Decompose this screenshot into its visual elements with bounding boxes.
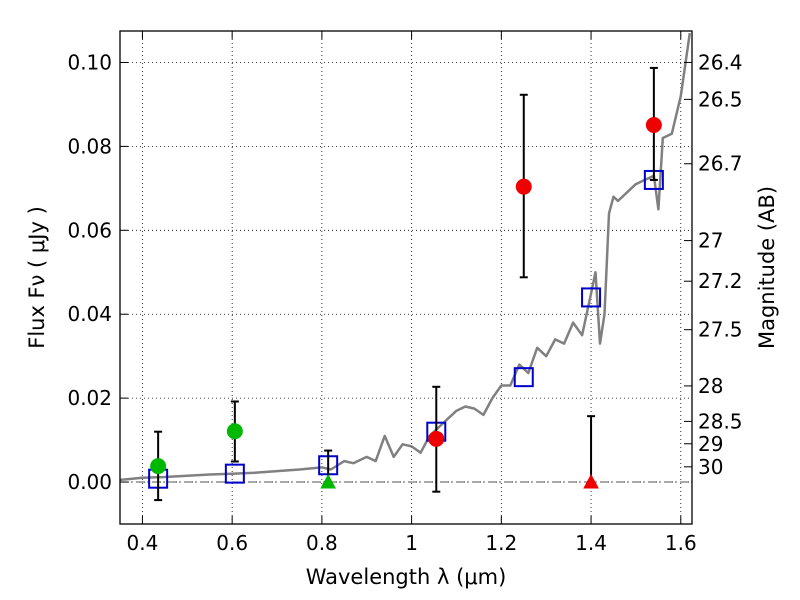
x-tick-label: 0.8: [306, 531, 338, 555]
plot-frame: [119, 30, 693, 525]
y-axis-label: Flux Fν ( μJy ): [25, 206, 49, 349]
upper-limit-marker: [583, 473, 599, 489]
x-tick-label: 1: [405, 531, 418, 555]
y-tick-label: 0.00: [67, 470, 112, 494]
y-tick-label: 0.04: [67, 302, 112, 326]
y-tick-label: 0.08: [67, 134, 112, 158]
x-tick-label: 1.2: [485, 531, 517, 555]
observed-flux-point: [226, 423, 243, 440]
x-tick-label: 0.4: [127, 531, 159, 555]
model-flux-square: [513, 367, 534, 388]
magnitude-tick-label: 27.5: [698, 318, 743, 342]
magnitude-tick-label: 30: [698, 455, 723, 479]
model-flux-square: [581, 287, 602, 308]
magnitude-tick-label: 27: [698, 229, 723, 253]
x-axis-label: Wavelength λ (μm): [306, 565, 507, 589]
x-tick-label: 0.6: [216, 531, 248, 555]
magnitude-tick-label: 28.5: [698, 409, 743, 433]
model-flux-square: [224, 463, 245, 484]
magnitude-tick-label: 27.2: [698, 269, 743, 293]
observed-flux-point: [428, 430, 445, 447]
x-tick-label: 1.6: [665, 531, 697, 555]
y-tick-label: 0.10: [67, 50, 112, 74]
x-tick-label: 1.4: [575, 531, 607, 555]
magnitude-tick-label: 26.7: [698, 152, 743, 176]
upper-limit-marker: [320, 473, 337, 489]
magnitude-tick-label: 26.5: [698, 87, 743, 111]
magnitude-tick-label: 28: [698, 374, 723, 398]
magnitude-axis-label: Magnitude (AB): [755, 186, 779, 349]
y-tick-label: 0.02: [67, 386, 112, 410]
axis-ticks: 0.4 0.6 0.8 1 1.2 1.4 1.6 0.00 0.02 0.04 0.06 0.08 0…: [67, 31, 743, 555]
observed-flux-point: [645, 116, 662, 133]
magnitude-tick-label: 29: [698, 432, 723, 456]
magnitude-tick-label: 26.4: [698, 50, 743, 74]
y-tick-label: 0.06: [67, 218, 112, 242]
observed-flux-point: [515, 178, 532, 195]
observed-flux-point: [150, 458, 167, 475]
marker-layer: [148, 66, 664, 502]
